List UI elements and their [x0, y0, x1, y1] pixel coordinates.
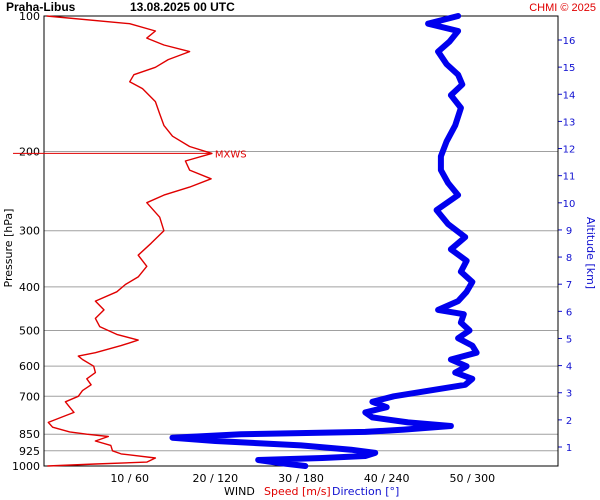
x-tick-2: 20 / 120 [192, 472, 238, 485]
altitude-tick-5: 5 [566, 334, 572, 345]
pressure-tick-600: 600 [19, 360, 40, 373]
direction-line [169, 13, 480, 469]
altitude-tick-7: 7 [566, 280, 572, 291]
speed-line [46, 15, 213, 467]
altitude-tick-9: 9 [566, 226, 572, 237]
y-axis-label: Pressure [hPa] [2, 209, 15, 288]
altitude-tick-1: 1 [566, 443, 572, 454]
altitude-tick-16: 16 [563, 36, 576, 47]
altitude-tick-2: 2 [566, 416, 572, 427]
pressure-tick-1000: 1000 [12, 460, 40, 473]
altitude-tick-3: 3 [566, 389, 572, 400]
altitude-tick-6: 6 [566, 307, 572, 318]
altitude-axis-label: Altitude [km] [584, 217, 597, 289]
x-tick-3: 30 / 180 [278, 472, 324, 485]
x-tick-5: 50 / 300 [449, 472, 495, 485]
pressure-tick-850: 850 [19, 428, 40, 441]
pressure-gridlines [44, 150, 558, 452]
legend-direction: Direction [°] [332, 485, 399, 498]
x-tick-4: 40 / 240 [364, 472, 410, 485]
mxws-label: MXWS [215, 149, 247, 160]
pressure-tick-labels: 100 200 300 400 500 600 700 850 925 1000 [12, 10, 40, 473]
pressure-tick-700: 700 [19, 390, 40, 403]
pressure-tick-300: 300 [19, 225, 40, 238]
altitude-tick-14: 14 [563, 90, 576, 101]
pressure-tick-500: 500 [19, 325, 40, 338]
pressure-tick-200: 200 [19, 145, 40, 158]
credit-label: CHMI © 2025 [529, 2, 596, 14]
legend-speed: Speed [m/s] [264, 485, 331, 498]
altitude-tick-15: 15 [563, 63, 576, 74]
altitude-tick-12: 12 [563, 145, 576, 156]
x-tick-labels: 10 / 60 20 / 120 30 / 180 40 / 240 50 / 300 [110, 472, 495, 485]
pressure-tick-100: 100 [19, 10, 40, 23]
altitude-tick-8: 8 [566, 253, 572, 264]
pressure-tick-925: 925 [19, 445, 40, 458]
sounding-datetime: 13.08.2025 00 UTC [130, 0, 235, 14]
altitude-tick-11: 11 [563, 172, 576, 183]
altitude-tick-13: 13 [563, 117, 576, 128]
pressure-tick-400: 400 [19, 281, 40, 294]
station-name: Praha-Libus [6, 0, 76, 14]
x-tick-1: 10 / 60 [110, 472, 149, 485]
legend-wind: WIND [224, 485, 255, 498]
altitude-tick-10: 10 [563, 199, 576, 210]
altitude-tick-4: 4 [566, 362, 572, 373]
